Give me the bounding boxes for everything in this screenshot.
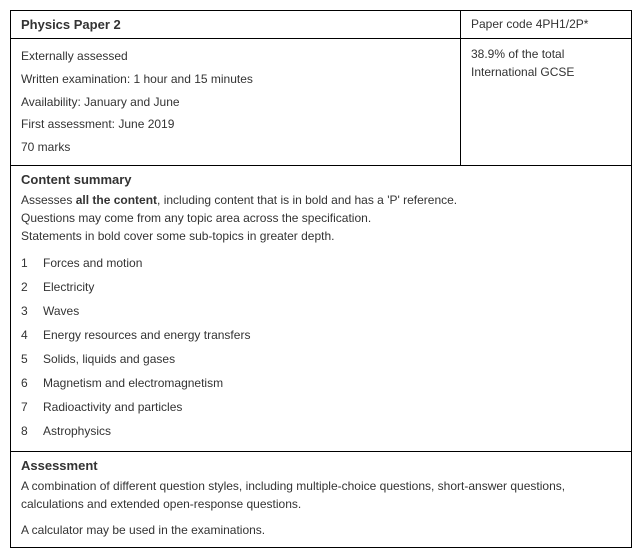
info-row: Externally assessed Written examination:… — [11, 39, 631, 166]
topic-num: 1 — [21, 254, 43, 272]
content-body: Assesses all the content, including cont… — [11, 189, 631, 452]
topic-label: Forces and motion — [43, 254, 142, 272]
info-right: 38.9% of the total International GCSE — [461, 39, 631, 165]
assessment-p2: A calculator may be used in the examinat… — [21, 521, 621, 539]
paper-title: Physics Paper 2 — [11, 11, 461, 38]
topic-row: 1Forces and motion — [21, 251, 621, 275]
topic-num: 5 — [21, 350, 43, 368]
topic-num: 3 — [21, 302, 43, 320]
weighting-line: 38.9% of the total — [471, 45, 621, 63]
weighting-line: International GCSE — [471, 63, 621, 81]
topic-row: 2Electricity — [21, 275, 621, 299]
topic-label: Solids, liquids and gases — [43, 350, 175, 368]
content-heading: Content summary — [11, 166, 631, 189]
topic-label: Waves — [43, 302, 79, 320]
info-line: Availability: January and June — [21, 91, 450, 114]
topic-num: 8 — [21, 422, 43, 440]
topic-row: 6Magnetism and electromagnetism — [21, 371, 621, 395]
topic-row: 3Waves — [21, 299, 621, 323]
topic-num: 4 — [21, 326, 43, 344]
intro-text: Questions may come from any topic area a… — [21, 211, 371, 225]
info-left: Externally assessed Written examination:… — [11, 39, 461, 165]
info-line: Externally assessed — [21, 45, 450, 68]
topic-label: Radioactivity and particles — [43, 398, 182, 416]
topic-row: 8Astrophysics — [21, 419, 621, 443]
info-line: Written examination: 1 hour and 15 minut… — [21, 68, 450, 91]
topic-num: 6 — [21, 374, 43, 392]
topic-row: 5Solids, liquids and gases — [21, 347, 621, 371]
assessment-p1: A combination of different question styl… — [21, 477, 621, 513]
assessment-section: Assessment A combination of different qu… — [11, 452, 631, 547]
info-line: 70 marks — [21, 136, 450, 159]
content-section: Content summary Assesses all the content… — [11, 166, 631, 452]
content-intro: Assesses all the content, including cont… — [21, 191, 621, 245]
topic-num: 7 — [21, 398, 43, 416]
paper-code: Paper code 4PH1/2P* — [461, 11, 631, 38]
info-line: First assessment: June 2019 — [21, 113, 450, 136]
assessment-body: A combination of different question styl… — [11, 475, 631, 547]
topic-label: Energy resources and energy transfers — [43, 326, 250, 344]
topic-row: 4Energy resources and energy transfers — [21, 323, 621, 347]
topic-label: Magnetism and electromagnetism — [43, 374, 223, 392]
topic-num: 2 — [21, 278, 43, 296]
spec-table: Physics Paper 2 Paper code 4PH1/2P* Exte… — [10, 10, 632, 548]
header-row: Physics Paper 2 Paper code 4PH1/2P* — [11, 11, 631, 39]
intro-text: , including content that is in bold and … — [157, 193, 457, 207]
topics-list: 1Forces and motion 2Electricity 3Waves 4… — [21, 251, 621, 443]
intro-text: Statements in bold cover some sub-topics… — [21, 229, 335, 243]
intro-bold: all the content — [76, 193, 157, 207]
topic-label: Astrophysics — [43, 422, 111, 440]
intro-text: Assesses — [21, 193, 76, 207]
topic-label: Electricity — [43, 278, 94, 296]
assessment-heading: Assessment — [11, 452, 631, 475]
topic-row: 7Radioactivity and particles — [21, 395, 621, 419]
